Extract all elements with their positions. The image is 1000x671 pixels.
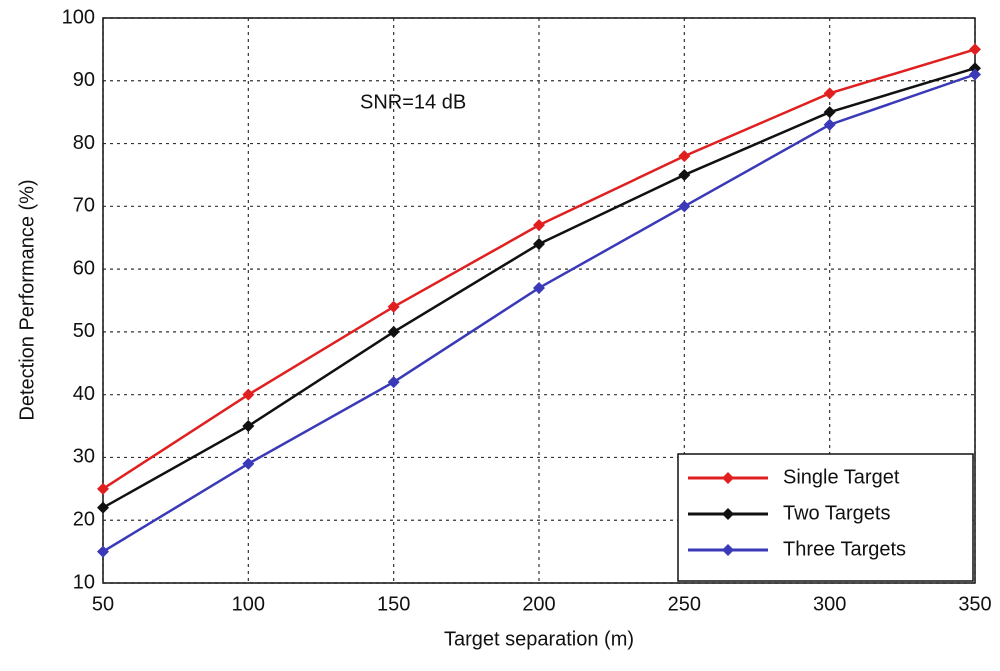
x-tick-label: 200: [522, 593, 555, 615]
y-tick-label: 90: [73, 69, 95, 91]
y-axis-label: Detection Performance (%): [16, 179, 38, 420]
marker: [678, 168, 691, 181]
y-tick-label: 70: [73, 195, 95, 217]
legend-marker: [722, 544, 734, 556]
marker: [242, 457, 255, 470]
marker: [97, 482, 109, 495]
marker: [823, 87, 836, 100]
marker: [969, 62, 981, 75]
marker: [823, 118, 836, 131]
marker: [969, 43, 981, 56]
y-tick-label: 80: [73, 132, 95, 154]
marker: [387, 325, 400, 338]
x-tick-label: 300: [813, 593, 846, 615]
y-tick-label: 60: [73, 257, 95, 279]
legend-label: Single Target: [783, 466, 900, 488]
marker: [242, 388, 255, 401]
y-tick-label: 10: [73, 571, 95, 593]
legend-marker: [722, 508, 734, 520]
marker: [823, 106, 836, 119]
legend-label: Three Targets: [783, 538, 906, 560]
marker: [387, 376, 400, 389]
y-tick-label: 100: [62, 6, 95, 28]
y-tick-label: 50: [73, 320, 95, 342]
x-tick-label: 100: [232, 593, 265, 615]
marker: [533, 281, 545, 294]
annotation: SNR=14 dB: [360, 91, 466, 113]
y-tick-label: 20: [73, 509, 95, 531]
x-axis-label: Target separation (m): [444, 628, 634, 650]
marker: [97, 501, 109, 514]
marker: [533, 238, 545, 250]
marker: [387, 300, 400, 313]
marker: [969, 68, 981, 81]
x-tick-label: 50: [92, 593, 114, 615]
marker: [242, 420, 255, 433]
marker: [678, 150, 691, 163]
y-tick-label: 40: [73, 383, 95, 405]
marker: [533, 219, 545, 232]
marker: [97, 545, 109, 558]
y-tick-label: 30: [73, 446, 95, 468]
plot-frame: [102, 17, 976, 584]
x-tick-label: 350: [958, 593, 991, 615]
x-tick-label: 150: [377, 593, 410, 615]
legend-label: Two Targets: [783, 502, 890, 524]
marker: [678, 200, 691, 213]
legend-marker: [722, 472, 734, 484]
x-tick-label: 250: [668, 593, 701, 615]
